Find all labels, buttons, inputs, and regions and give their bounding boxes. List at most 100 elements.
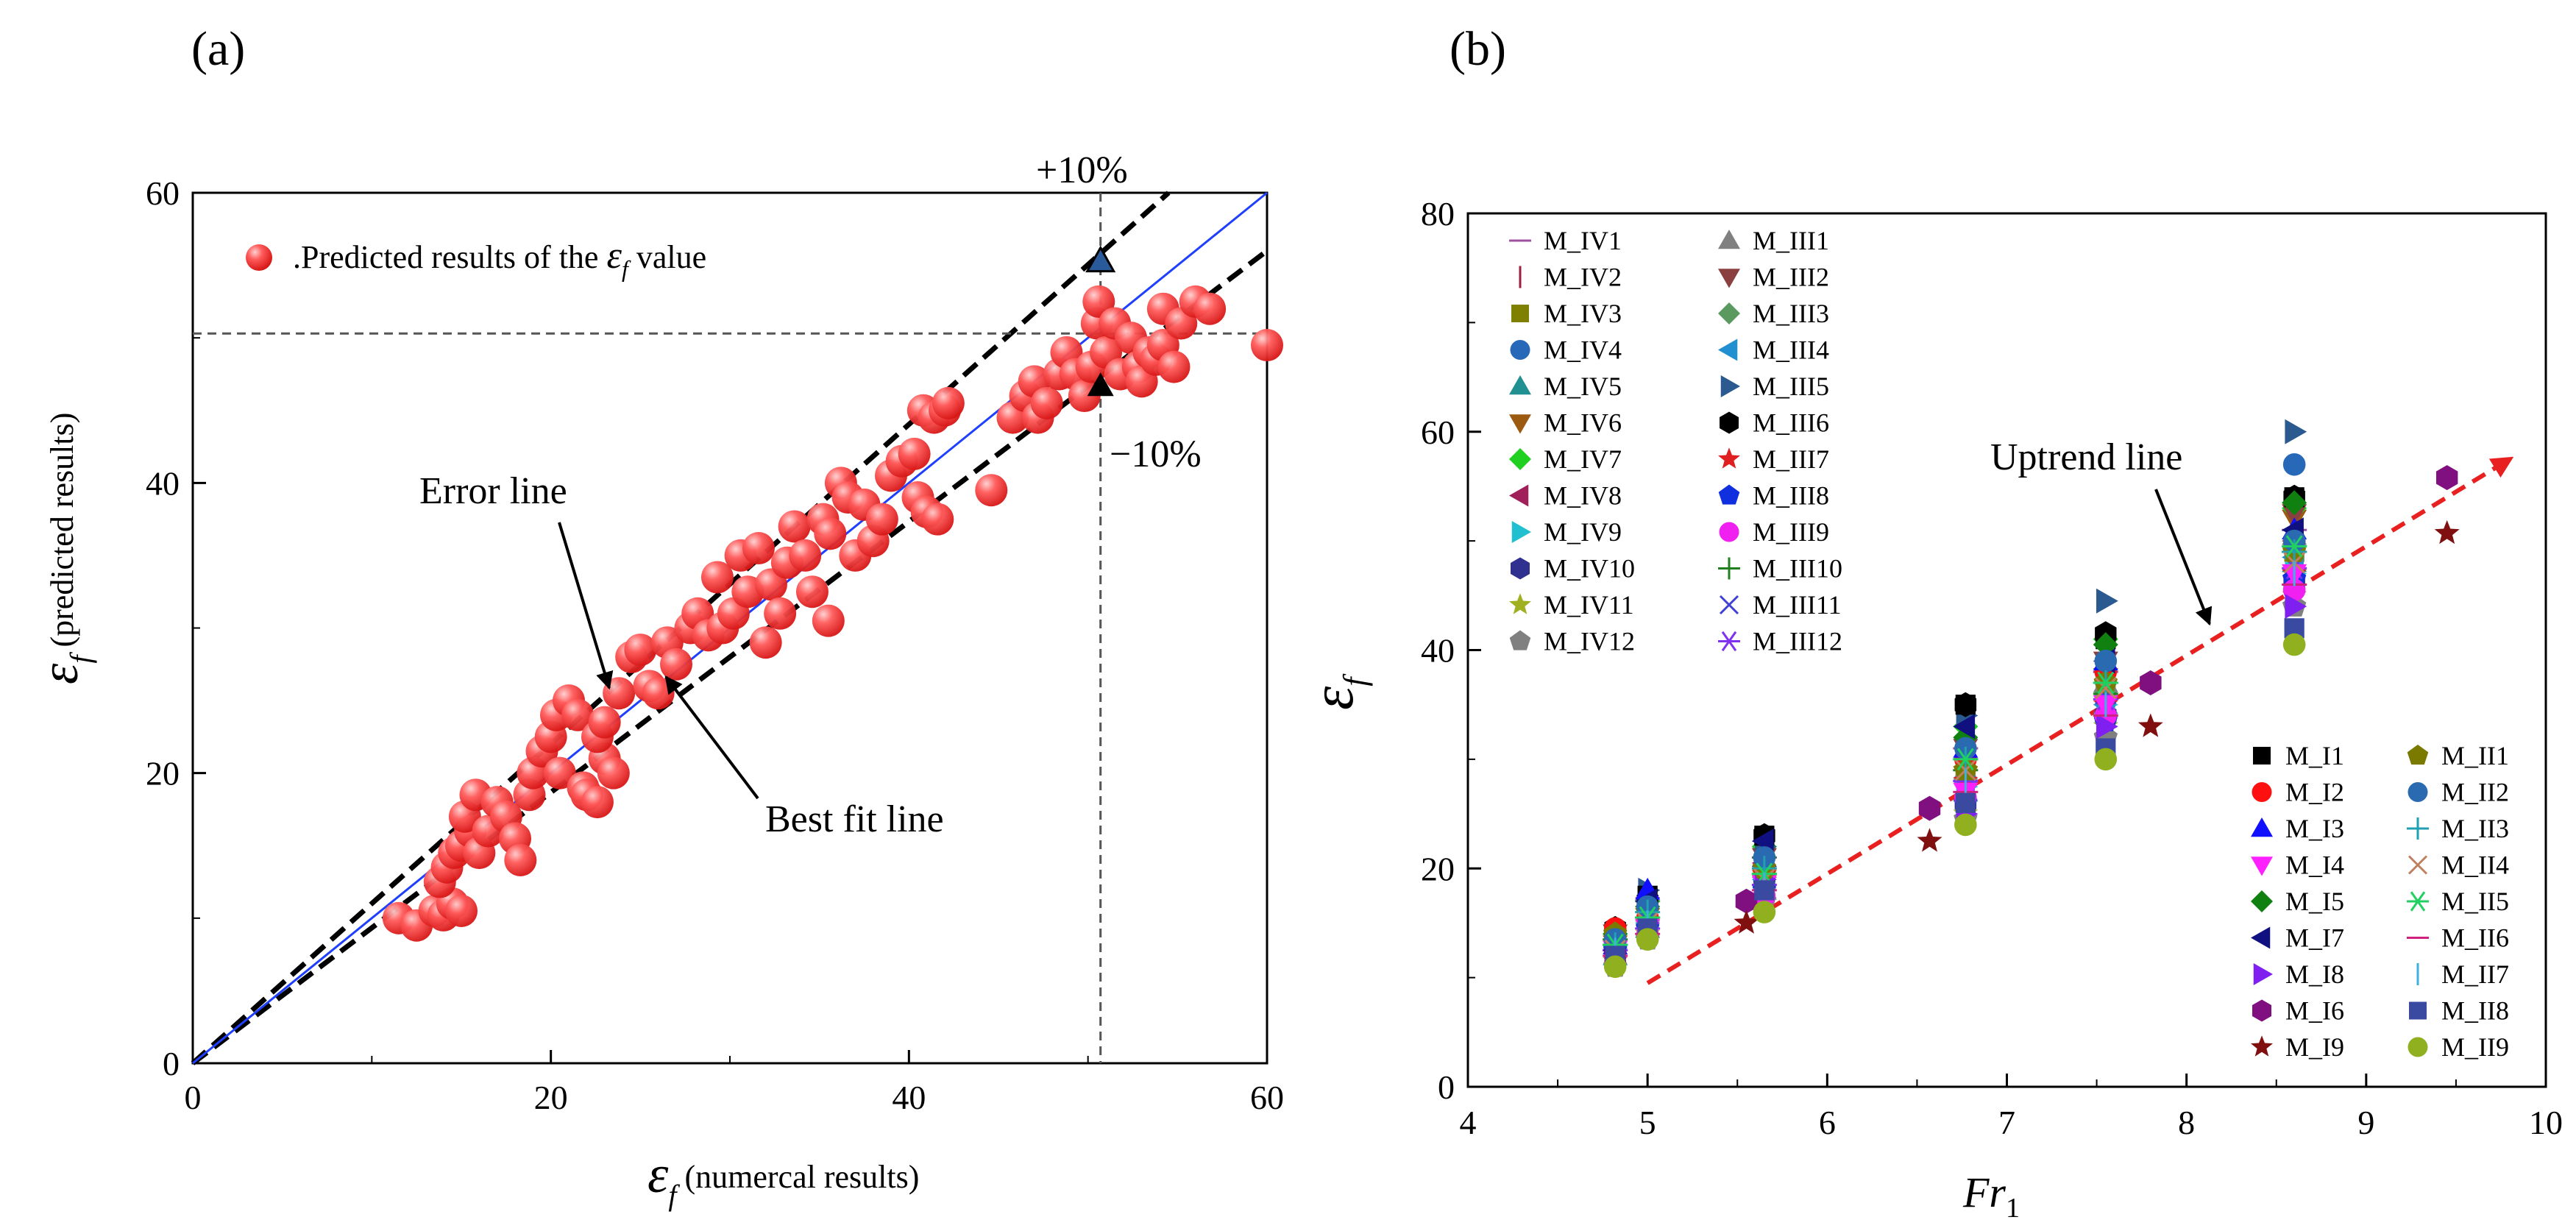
legend-label: M_I9: [2285, 1032, 2344, 1062]
data-point: [812, 604, 845, 637]
y-tick-label: 80: [1421, 195, 1455, 233]
y-tick-label: 0: [1438, 1068, 1455, 1106]
data-point-m-ii8: [1754, 880, 1775, 901]
legend-label: M_I1: [2285, 741, 2344, 770]
data-point: [749, 626, 782, 659]
legend-label: M_IV4: [1544, 336, 1622, 365]
data-point: [624, 634, 657, 667]
panel-a-label: (a): [191, 22, 245, 76]
legend-marker-m-i1: [2253, 747, 2271, 765]
data-point: [660, 648, 692, 681]
uptrend-arrow: [2154, 489, 2213, 626]
legend-label: M_III6: [1753, 408, 1829, 438]
legend-label: M_II2: [2441, 778, 2509, 807]
data-point-m-ii9: [1636, 928, 1659, 951]
data-point: [588, 706, 621, 739]
data-point: [795, 575, 828, 609]
legend-label: M_II8: [2441, 996, 2509, 1026]
legend-label: M_I4: [2285, 851, 2344, 880]
data-point: [561, 698, 595, 731]
data-point: [764, 597, 797, 630]
data-point: [597, 756, 630, 790]
legend-marker-m-iv8: [1509, 484, 1529, 507]
legend-marker-m-iii12: [1718, 631, 1740, 652]
data-point: [789, 539, 822, 572]
legend-label: M_III5: [1753, 372, 1829, 401]
x-tick-label: 8: [2178, 1104, 2195, 1141]
panel-a-legend: .Predicted results of the εf value: [246, 235, 706, 282]
panel-b-data-points: [1603, 419, 2460, 979]
plus10-label: +10%: [1036, 149, 1128, 191]
data-point-m-iii5: [2096, 588, 2118, 614]
x-tick-label: 0: [185, 1079, 202, 1116]
legend-label: M_IV2: [1544, 263, 1622, 292]
legend-marker-m-iii5: [1720, 375, 1740, 397]
data-point: [1193, 292, 1227, 325]
legend-marker-m-iii8: [1718, 484, 1740, 505]
legend-marker-m-ii8: [2409, 1001, 2427, 1020]
legend-marker-m-i8: [2253, 963, 2273, 985]
legend-marker-m-ii9: [2408, 1037, 2428, 1057]
legend-label: M_IV3: [1544, 299, 1622, 328]
legend-marker-m-iv9: [1511, 521, 1531, 543]
uptrend-line: [1646, 456, 2514, 985]
legend-label: M_IV12: [1544, 627, 1635, 656]
y-tick-label: 40: [146, 464, 180, 502]
legend-marker-m-ii1: [2407, 745, 2429, 765]
legend-marker-m-i5: [2251, 890, 2273, 912]
legend-label: M_IV8: [1544, 481, 1622, 511]
data-point-m-ii2: [2094, 650, 2118, 673]
data-point-m-ii8: [1955, 792, 1976, 813]
data-point-m-ii5: [2282, 535, 2307, 558]
x-tick-label: 5: [1639, 1104, 1656, 1141]
y-tick-label: 60: [146, 174, 180, 212]
data-point: [921, 503, 954, 536]
data-point-m-i9: [2137, 713, 2163, 737]
x-tick-label: 60: [1250, 1079, 1284, 1116]
legend-label: M_IV7: [1544, 444, 1622, 474]
legend-marker-m-i2: [2252, 782, 2272, 802]
best-fit-label: Best fit line: [765, 798, 944, 840]
legend-marker-m-iv4: [1510, 340, 1530, 360]
data-point-m-i9: [2434, 519, 2460, 544]
data-point: [700, 561, 734, 594]
panel-b-y-axis-label: εf: [1299, 673, 1373, 710]
upper-marker: [1085, 245, 1116, 273]
legend-label: M_III12: [1753, 627, 1842, 656]
data-point-m-i6: [2436, 465, 2458, 491]
legend-label: M_IV1: [1544, 226, 1622, 255]
data-point: [932, 386, 965, 419]
legend-marker-m-iii4: [1718, 338, 1738, 361]
legend-marker-m-iv5: [1509, 375, 1531, 395]
data-point: [865, 503, 898, 536]
data-point: [1157, 350, 1191, 383]
legend-marker-m-iv3: [1511, 305, 1529, 322]
panel-a-axis-ticks: 0 20 40 60 0 20 40 60: [146, 174, 1284, 1116]
legend-marker-m-i3: [2251, 817, 2273, 837]
data-point: [814, 517, 847, 550]
legend-label: M_III9: [1753, 517, 1829, 547]
data-point-m-i6: [1735, 888, 1758, 914]
panel-b-x-axis-label: Fr1: [1962, 1168, 2020, 1224]
legend-marker-m-iii6: [1720, 411, 1739, 434]
best-fit-arrow: [664, 675, 759, 800]
legend-label: M_I3: [2285, 814, 2344, 843]
data-point: [742, 532, 775, 565]
legend-marker-m-iii3: [1718, 302, 1740, 324]
legend-label: M_I5: [2285, 887, 2344, 916]
data-point: [543, 756, 576, 790]
legend-label: M_II4: [2441, 851, 2509, 880]
panel-a-x-axis-label: εf (numercal results): [647, 1145, 919, 1212]
x-tick-label: 20: [534, 1079, 568, 1116]
data-point-m-i1: [1955, 695, 1976, 715]
x-tick-label: 7: [1998, 1104, 2015, 1141]
legend-marker-m-iv10: [1511, 557, 1530, 580]
legend-marker-m-iii9: [1719, 522, 1739, 542]
data-point: [445, 894, 478, 927]
data-point-m-ii5: [2093, 671, 2118, 695]
data-point: [1030, 386, 1063, 419]
y-tick-label: 20: [1421, 850, 1455, 887]
panel-b-label: (b): [1450, 22, 1506, 76]
